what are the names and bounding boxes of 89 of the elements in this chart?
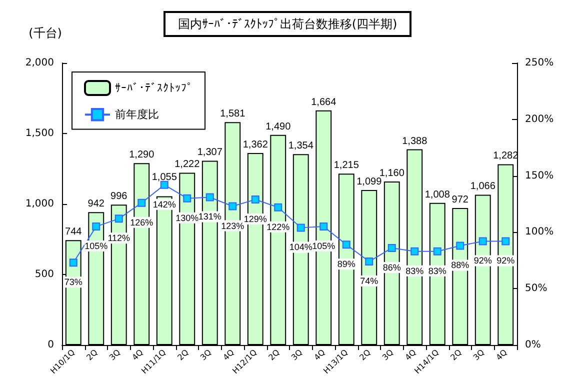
x-tick-label: 2Q (358, 348, 372, 362)
data-label: 92% (496, 256, 515, 266)
point (456, 242, 464, 250)
x-tick-label: 3Q (198, 348, 214, 362)
data-label: 122% (266, 222, 290, 232)
point (320, 222, 328, 231)
point (502, 237, 510, 246)
data-label: 123% (221, 220, 244, 231)
data-label: 126% (130, 217, 154, 228)
chart-title: 国内ｻｰﾊﾞ･ﾃﾞｽｸﾄｯﾌﾟ出荷台数推移(四半期) (178, 17, 398, 31)
data-label: 942 (88, 198, 105, 210)
data-label: 74% (360, 276, 378, 286)
y2-tick-label: 250% (525, 58, 554, 68)
data-label: 1,354 (288, 140, 314, 152)
data-label: 129% (244, 214, 267, 224)
data-label: 73% (64, 277, 82, 288)
data-label: 1,307 (197, 147, 223, 158)
data-label: 83% (406, 266, 424, 276)
point (365, 258, 374, 266)
data-label: 89% (337, 259, 356, 270)
data-label: 83% (428, 266, 446, 276)
x-tick-label: 4Q (403, 348, 418, 362)
legend-label: ｻｰﾊﾞ･ﾃﾞｽｸﾄｯﾌﾟ (115, 82, 193, 94)
data-label: 1,066 (470, 181, 496, 192)
data-label: 996 (110, 191, 128, 202)
x-tick-label: 4Q (130, 348, 145, 362)
y2-tick-label: 100% (525, 226, 554, 238)
point (296, 224, 305, 232)
data-label: 142% (152, 199, 176, 210)
y-tick-label: 0 (48, 340, 54, 350)
data-label: 105% (84, 241, 108, 252)
data-label: 1,282 (493, 150, 519, 162)
data-label: 1,290 (129, 150, 155, 161)
y-tick-label: 1,000 (25, 198, 54, 210)
data-label: 1,215 (334, 160, 360, 172)
point (388, 244, 396, 252)
data-label: 1,664 (311, 96, 337, 108)
y-axis-title: (千台) (28, 26, 62, 40)
x-tick-label: 4Q (494, 348, 509, 362)
data-label: 105% (312, 241, 336, 252)
data-label: 86% (382, 262, 401, 272)
x-tick-label: 4Q (312, 348, 327, 362)
data-label: 1,222 (174, 159, 200, 170)
y-tick-label: 500 (34, 269, 54, 280)
point (92, 222, 100, 231)
y2-tick-label: 50% (525, 283, 548, 294)
x-tick-label: 2Q (266, 348, 282, 362)
data-label: 1,490 (266, 121, 292, 132)
data-label: 130% (176, 212, 199, 223)
y-tick-label: 1,500 (25, 128, 54, 139)
data-label: 1,055 (152, 172, 178, 183)
point (228, 202, 237, 210)
y-tick-label: 2,000 (25, 58, 54, 68)
point (69, 258, 78, 267)
x-tick-label: 4Q (221, 348, 236, 362)
point (433, 247, 442, 256)
data-label: 1,362 (242, 139, 268, 150)
point (183, 194, 192, 202)
data-label: 1,581 (220, 108, 246, 120)
point (251, 195, 260, 204)
point (410, 247, 419, 256)
point (342, 240, 350, 249)
y2-tick-label: 0% (525, 340, 541, 350)
data-label: 104% (289, 242, 312, 252)
y2-tick-label: 150% (525, 170, 554, 182)
legend-label: 前年度比 (115, 108, 159, 122)
y2-tick-label: 200% (525, 114, 554, 125)
x-tick-label: 2Q (448, 348, 464, 362)
point (138, 198, 146, 207)
data-label: 972 (452, 194, 469, 206)
data-label: 744 (65, 226, 82, 238)
data-label: 88% (451, 260, 470, 270)
point (274, 203, 282, 212)
data-label: 1,099 (356, 176, 382, 188)
data-label: 92% (474, 256, 492, 266)
x-tick-label: 3Q (108, 348, 122, 362)
data-label: 1,160 (379, 168, 405, 179)
x-tick-label: 2Q (84, 348, 100, 362)
point (478, 237, 487, 246)
point (114, 214, 123, 223)
data-label: 131% (198, 212, 222, 222)
data-label: 1,008 (424, 189, 450, 200)
data-label: 1,388 (402, 136, 428, 147)
x-tick-label: 3Q (380, 348, 396, 362)
data-label: 112% (108, 233, 130, 244)
x-tick-label: 3Q (290, 348, 304, 362)
x-tick-label: 2Q (176, 348, 190, 362)
x-tick-label: 3Q (472, 348, 486, 362)
point (206, 193, 214, 202)
